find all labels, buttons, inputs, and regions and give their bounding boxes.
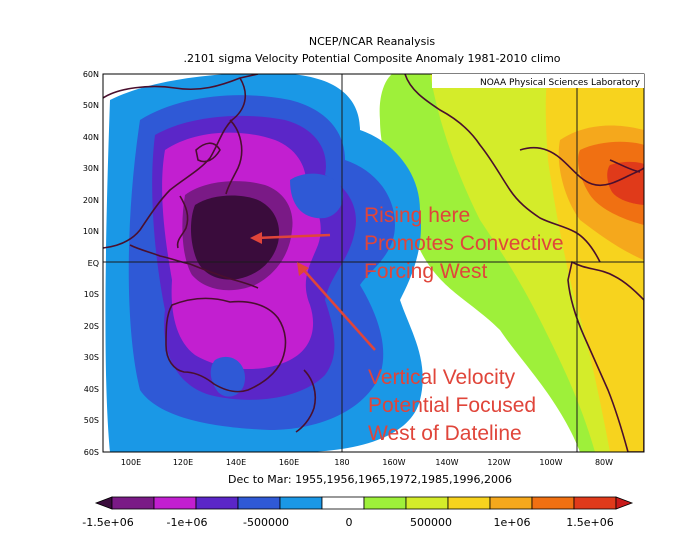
- colorbar-label: 0: [346, 516, 353, 529]
- credit-label: NOAA Physical Sciences Laboratory: [480, 78, 641, 88]
- lat-label: 40S: [84, 385, 99, 394]
- south-america-coastline: [567, 261, 644, 452]
- gulf-of-mexico-coast: [519, 146, 644, 187]
- lon-label: 100W: [539, 458, 562, 467]
- lon-label: 140E: [226, 458, 246, 467]
- lon-label: 80W: [595, 458, 613, 467]
- korea-japan-coast: [195, 142, 221, 163]
- map-frame: [102, 73, 645, 453]
- annotation-vertical-line-3: West of Dateline: [368, 422, 522, 445]
- colorbar-left-arrow: [94, 496, 113, 510]
- lon-label: 120E: [173, 458, 193, 467]
- indonesia-chain: [129, 244, 259, 289]
- arrow-rising-head: [250, 232, 262, 244]
- colorbar-label: 500000: [410, 516, 452, 529]
- coastlines: [103, 74, 644, 452]
- annotation-rising: Rising here Promotes Convective Forcing …: [364, 204, 564, 283]
- annotation-vertical-line-1: Vertical Velocity: [368, 366, 516, 389]
- annotation-vertical-line-2: Potential Focused: [368, 394, 536, 417]
- lon-label: 140W: [435, 458, 458, 467]
- lon-label: 160W: [382, 458, 405, 467]
- lat-label: 40N: [83, 133, 99, 142]
- annotation-guide-lines: [103, 74, 644, 452]
- lat-label: 10N: [83, 227, 99, 236]
- colorbar-swatch: [195, 496, 239, 510]
- arrow-vertical-shaft: [301, 267, 376, 351]
- colorbar-swatch: [321, 496, 365, 510]
- title-line-2: .2101 sigma Velocity Potential Composite…: [183, 52, 560, 65]
- colorbar-swatch: [447, 496, 491, 510]
- colorbar-swatch: [405, 496, 449, 510]
- colorbar-label: -1.5e+06: [82, 516, 133, 529]
- colorbar-label: -500000: [243, 516, 289, 529]
- colorbar-swatch: [237, 496, 281, 510]
- colorbar-label: 1.5e+06: [566, 516, 613, 529]
- lon-label: 180: [334, 458, 349, 467]
- lat-label: 30S: [84, 353, 99, 362]
- lat-label: 60N: [83, 70, 99, 79]
- lon-label: 100E: [121, 458, 141, 467]
- negative-anomaly-region: [105, 74, 423, 452]
- japan-arc: [225, 119, 243, 195]
- annotation-rising-line-3: Forcing West: [364, 260, 487, 283]
- colorbar-swatch: [111, 496, 155, 510]
- contour-field: [103, 74, 644, 452]
- colorbar-label: -1e+06: [167, 516, 208, 529]
- arrow-rising-shaft: [255, 233, 331, 240]
- colorbar: [94, 496, 634, 510]
- philippines: [176, 195, 189, 249]
- lat-label: 30N: [83, 164, 99, 173]
- colorbar-swatch: [279, 496, 323, 510]
- subtitle: Dec to Mar: 1955,1956,1965,1972,1985,199…: [228, 473, 512, 486]
- lat-label: 50S: [84, 416, 99, 425]
- colorbar-labels: -1.5e+06 -1e+06 -500000 0 500000 1e+06 1…: [82, 516, 613, 529]
- colorbar-right-arrow: [615, 496, 634, 510]
- new-zealand: [295, 369, 317, 433]
- annotation-rising-line-1: Rising here: [364, 204, 470, 227]
- colorbar-swatch: [153, 496, 197, 510]
- lat-label: 20S: [84, 322, 99, 331]
- lat-label: 50N: [83, 101, 99, 110]
- lat-label: EQ: [88, 259, 99, 268]
- annotation-rising-line-2: Promotes Convective: [364, 232, 564, 255]
- caribbean-islands: [609, 159, 641, 173]
- north-america-coastline: [404, 74, 601, 263]
- colorbar-label: 1e+06: [494, 516, 531, 529]
- title-line-1: NCEP/NCAR Reanalysis: [309, 35, 435, 48]
- lon-axis: 100E 120E 140E 160E 180 160W 140W 120W 1…: [121, 458, 613, 467]
- lat-label: 60S: [84, 448, 99, 457]
- lat-label: 10S: [84, 290, 99, 299]
- lat-axis: 60N 50N 40N 30N 20N 10N EQ 10S 20S 30S 4…: [83, 70, 99, 457]
- credit-box: [432, 74, 644, 88]
- colorbar-swatch: [531, 496, 575, 510]
- colorbar-swatch: [573, 496, 617, 510]
- lon-label: 160E: [279, 458, 299, 467]
- arrow-vertical-head: [297, 262, 309, 276]
- annotation-vertical: Vertical Velocity Potential Focused West…: [368, 366, 536, 445]
- asia-coastline: [103, 74, 259, 249]
- lat-label: 20N: [83, 196, 99, 205]
- lon-label: 120W: [487, 458, 510, 467]
- colorbar-swatch: [489, 496, 533, 510]
- annotation-arrows: [250, 232, 376, 351]
- australia-coastline: [165, 297, 287, 393]
- colorbar-swatch: [363, 496, 407, 510]
